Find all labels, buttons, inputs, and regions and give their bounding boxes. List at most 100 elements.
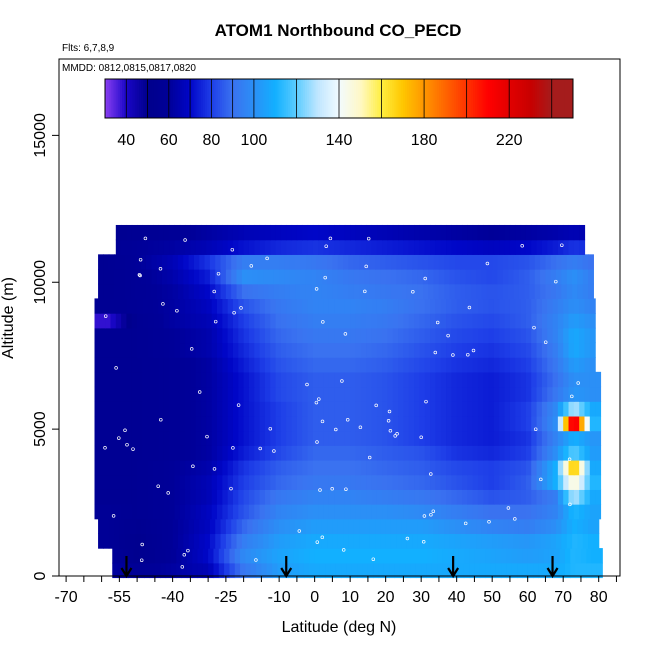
field-cell xyxy=(261,562,268,579)
field-cell xyxy=(375,254,381,270)
field-cell xyxy=(328,313,335,329)
field-cell xyxy=(430,224,436,241)
field-cell xyxy=(376,504,383,520)
field-cell xyxy=(508,533,515,549)
sample-point xyxy=(570,394,574,399)
field-cell xyxy=(211,504,218,520)
field-cell xyxy=(311,254,318,270)
field-cell xyxy=(238,342,245,358)
field-cell xyxy=(217,415,223,432)
field-cell xyxy=(312,401,319,417)
colorbar-swatch xyxy=(270,79,274,118)
field-cell xyxy=(550,283,557,300)
field-cell xyxy=(483,224,490,241)
field-cell xyxy=(264,415,271,432)
sample-point xyxy=(343,332,348,336)
field-cell xyxy=(541,327,548,344)
field-cell xyxy=(369,533,376,549)
field-cell xyxy=(529,533,536,549)
colorbar-swatch xyxy=(113,79,117,118)
field-cell xyxy=(105,342,112,358)
field-cell xyxy=(415,548,422,564)
field-cell xyxy=(557,401,564,417)
field-cell xyxy=(547,504,554,520)
field-cell xyxy=(169,386,175,402)
sample-point xyxy=(576,381,580,385)
field-cell xyxy=(387,342,394,358)
field-cell xyxy=(275,401,282,417)
sample-point xyxy=(463,521,468,526)
field-cell xyxy=(277,562,284,579)
field-cell xyxy=(201,224,207,241)
field-cell xyxy=(554,548,561,564)
colorbar-swatch xyxy=(419,79,423,118)
field-cell xyxy=(268,269,275,285)
field-cell xyxy=(579,342,586,358)
field-cell xyxy=(383,548,390,564)
field-cell xyxy=(94,327,101,344)
colorbar-swatch xyxy=(392,79,395,118)
field-cell xyxy=(259,224,266,241)
field-cell xyxy=(424,474,431,490)
field-cell xyxy=(440,357,447,373)
field-cell xyxy=(344,504,351,520)
field-cell xyxy=(589,327,596,344)
field-cell xyxy=(531,371,538,388)
field-cell xyxy=(250,548,257,564)
field-cell xyxy=(579,313,586,329)
field-cell xyxy=(440,239,447,255)
field-cell xyxy=(438,269,445,285)
field-cell xyxy=(105,445,112,461)
field-cell xyxy=(422,518,429,535)
field-cell xyxy=(563,401,570,417)
colorbar-swatch xyxy=(409,79,412,118)
colorbar-swatch xyxy=(249,79,253,118)
field-cell xyxy=(398,489,405,505)
field-cell xyxy=(529,283,536,300)
field-cell xyxy=(264,298,271,314)
field-cell xyxy=(456,504,463,520)
field-cell xyxy=(360,401,367,417)
field-cell xyxy=(520,489,527,505)
field-cell xyxy=(291,386,298,402)
field-cell xyxy=(414,313,420,329)
field-cell xyxy=(536,298,543,314)
field-cell xyxy=(318,386,325,402)
field-cell xyxy=(195,430,202,446)
field-cell xyxy=(541,371,548,388)
field-cell xyxy=(392,386,399,402)
field-cell xyxy=(424,401,431,417)
field-cell xyxy=(591,562,598,579)
field-cell xyxy=(376,313,383,329)
field-cell xyxy=(499,474,506,490)
field-cell xyxy=(446,504,452,520)
field-cell xyxy=(515,401,522,417)
field-cell xyxy=(238,459,245,476)
colorbar-swatch xyxy=(407,79,410,118)
field-cell xyxy=(323,401,330,417)
field-cell xyxy=(339,474,346,490)
field-cell xyxy=(520,415,527,432)
field-cell xyxy=(414,298,420,314)
field-cell xyxy=(286,224,293,241)
field-cell xyxy=(280,386,287,402)
field-cell xyxy=(398,342,405,358)
field-cell xyxy=(238,415,245,432)
sample-point xyxy=(140,542,144,547)
field-cell xyxy=(158,386,165,402)
field-cell xyxy=(417,269,424,285)
field-cell xyxy=(147,342,154,358)
field-cell xyxy=(231,518,238,535)
field-cell xyxy=(499,504,506,520)
field-cell xyxy=(451,430,458,446)
colorbar-swatch xyxy=(381,79,385,118)
colorbar-swatch xyxy=(417,79,421,118)
field-cell xyxy=(201,415,207,432)
field-cell xyxy=(323,313,330,329)
field-cell xyxy=(545,533,552,549)
field-cell xyxy=(280,371,287,388)
field-cell xyxy=(465,269,472,285)
field-cell xyxy=(435,415,442,432)
field-cell xyxy=(493,357,500,373)
field-cell xyxy=(232,474,239,490)
